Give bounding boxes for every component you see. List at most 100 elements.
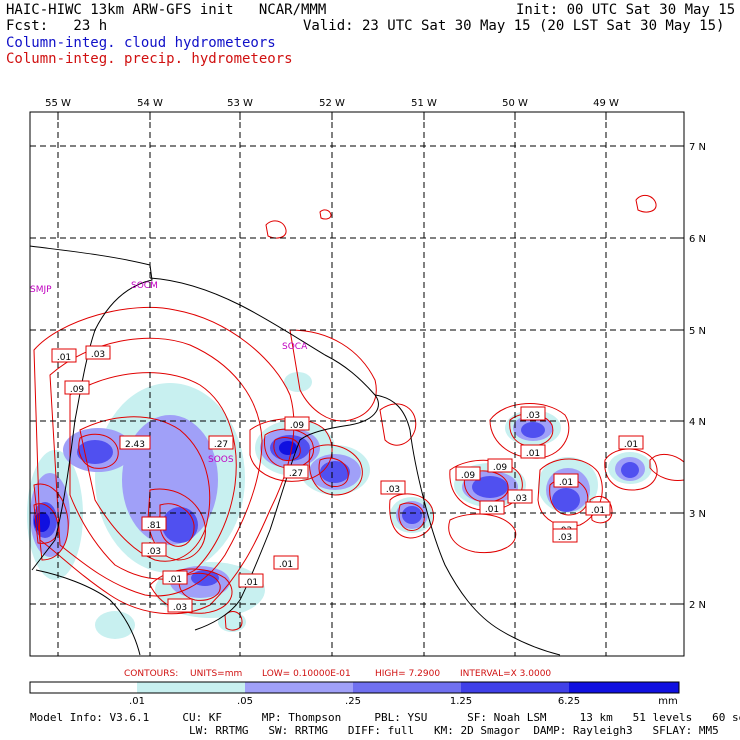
colorbar-tick: .25	[345, 696, 361, 707]
cloud-fill-dark	[402, 506, 422, 524]
contour-label: .09	[461, 471, 476, 481]
precip-contour	[319, 209, 332, 220]
legend-cloud: Column-integ. cloud hydrometeors	[6, 35, 276, 51]
colorbar-unit: mm	[658, 696, 677, 707]
station-label: SOCM	[131, 281, 158, 291]
precip-contour	[49, 337, 263, 597]
lon-label: 50 W	[502, 98, 528, 109]
precip-contour	[389, 493, 434, 539]
lat-label: 6 N	[689, 234, 706, 245]
lat-label: 4 N	[689, 417, 706, 428]
contour-label-box	[585, 501, 611, 516]
colorbar-tick: .05	[237, 696, 253, 707]
lon-label: 49 W	[593, 98, 619, 109]
contour-label: .81	[147, 521, 161, 531]
contour-label: .27	[214, 440, 228, 450]
contour-label-box	[553, 473, 579, 488]
contour-label-box	[618, 435, 644, 450]
cloud-fill-dark	[320, 461, 350, 483]
contour-label: .01	[57, 353, 71, 363]
border-line	[149, 277, 379, 631]
contour-info-high: HIGH= 7.2900	[375, 669, 440, 679]
precip-contour	[178, 572, 221, 601]
colorbar: .01 .05 .25 1.25 6.25 mm	[29, 681, 680, 707]
contour-label-box	[273, 555, 299, 570]
contour-info-units: UNITS=mm	[190, 669, 242, 679]
contour-label: .03	[513, 494, 527, 504]
contour-label: .03	[91, 350, 105, 360]
lat-label: 2 N	[689, 600, 706, 611]
model-info-line2: LW: RRTMG SW: RRTMG DIFF: full KM: 2D Sm…	[30, 724, 719, 737]
lat-lon-grid	[30, 112, 684, 656]
contour-label: .01	[244, 578, 258, 588]
axis-ticks	[57, 112, 684, 605]
coastline	[374, 394, 561, 656]
contour-label-box	[455, 466, 481, 481]
contour-label-box	[520, 444, 546, 459]
lat-label: 7 N	[689, 142, 706, 153]
contour-label-box	[284, 416, 310, 431]
lon-label: 52 W	[319, 98, 345, 109]
lon-labels: 55 W 54 W 53 W 52 W 51 W 50 W 49 W	[45, 98, 619, 109]
legend-precip: Column-integ. precip. hydrometeors	[6, 51, 293, 67]
contour-info-title: CONTOURS:	[124, 669, 178, 679]
contour-label: .01	[526, 449, 540, 459]
precip-contour	[159, 503, 195, 547]
colorbar-tick: 1.25	[450, 696, 472, 707]
plot-background	[30, 112, 684, 656]
precip-contour	[273, 437, 301, 461]
contour-label-box	[85, 345, 111, 360]
plot-frame	[29, 111, 685, 657]
contour-label: .03	[558, 533, 572, 543]
cloud-fill-dark	[162, 507, 198, 543]
contour-label-box	[141, 542, 167, 557]
contour-label: .01	[559, 478, 573, 488]
contour-labels: .01 .03 .09 2.43 .27 .09 .27 .81 .03 .01 .03 .01 .01…	[51, 345, 644, 613]
contour-label-box	[119, 435, 151, 450]
contour-label-box	[64, 380, 90, 395]
station-label: SOOS	[208, 455, 234, 465]
precip-contour	[398, 502, 425, 531]
contour-label: .01	[591, 506, 605, 516]
contour-label-box	[167, 598, 193, 613]
contour-label-box	[552, 528, 578, 543]
contour-label-box	[487, 458, 513, 473]
lat-label: 5 N	[689, 326, 706, 337]
precip-contour	[33, 306, 295, 615]
contour-label: .03	[526, 411, 540, 421]
contour-label: 2.43	[125, 440, 145, 450]
contour-label: .09	[493, 463, 508, 473]
contour-label-box	[507, 489, 533, 504]
contour-label: .03	[173, 603, 187, 613]
header-title: HAIC-HIWC 13km ARW-GFS init NCAR/MMM	[6, 2, 327, 18]
cloud-fill-dark	[552, 488, 580, 512]
station-label: SOCA	[282, 342, 308, 352]
contour-label: .27	[289, 469, 303, 479]
contour-info-low: LOW= 0.10000E-01	[262, 669, 351, 679]
precip-contour	[589, 496, 613, 524]
precip-contour	[33, 483, 69, 561]
contour-info: CONTOURS: UNITS=mm LOW= 0.10000E-01 HIGH…	[124, 669, 551, 679]
contour-label-box	[162, 570, 188, 585]
cloud-fill-dark	[621, 462, 639, 478]
contour-label-box	[520, 406, 546, 421]
contour-label-box	[51, 348, 77, 363]
contour-label: .01	[279, 560, 293, 570]
header-forecast: Fcst: 23 h	[6, 18, 108, 34]
contour-label-box	[479, 500, 505, 515]
contour-label-box	[283, 464, 309, 479]
colorbar-tick: .01	[129, 696, 145, 707]
cloud-fill-dark	[521, 422, 545, 438]
contour-info-interval: INTERVAL=X 3.0000	[460, 669, 551, 679]
contour-label: .03	[147, 547, 161, 557]
cloud-fill-darkest	[279, 441, 297, 455]
border-line	[35, 569, 141, 656]
model-info-line1: Model Info: V3.6.1 CU: KF MP: Thompson P…	[30, 711, 740, 724]
precip-contour	[308, 444, 363, 496]
lon-label: 54 W	[137, 98, 163, 109]
precip-contour	[537, 458, 603, 527]
precip-contour	[69, 372, 237, 580]
station-labels: SMJP SOCM SOCA SOOS	[30, 281, 308, 465]
lat-labels: 7 N 6 N 5 N 4 N 3 N 2 N	[689, 142, 706, 611]
